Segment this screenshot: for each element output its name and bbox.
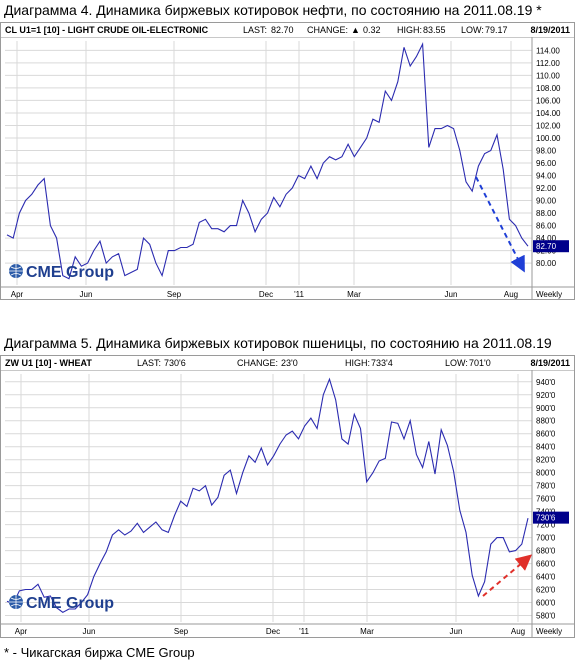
oil-change-value: 0.32 (363, 25, 381, 35)
wheat-last-label: LAST: (137, 358, 162, 368)
wheat-chart-panel: ZW U1 [10] - WHEAT LAST: 730'6 CHANGE: 2… (0, 355, 575, 638)
oil-ytick-label: 102.00 (536, 121, 561, 130)
oil-xtick-label: Jun (80, 290, 93, 299)
oil-ytick-label: 94.00 (536, 172, 557, 181)
wheat-ytick-label: 920'0 (536, 391, 556, 400)
wheat-ytick-label: 780'0 (536, 482, 556, 491)
oil-ytick-label: 96.00 (536, 159, 557, 168)
wheat-low-label: LOW: (445, 358, 468, 368)
oil-change-arrow-icon: ▲ (351, 25, 360, 35)
wheat-ytick-label: 660'0 (536, 560, 556, 569)
wheat-xtick-label: Mar (360, 627, 374, 636)
footnote: * - Чикагская биржа CME Group (4, 645, 195, 660)
wheat-period-label: Weekly (536, 627, 562, 636)
oil-period-label: Weekly (536, 290, 562, 299)
oil-xtick-label: Jun (445, 290, 458, 299)
oil-ytick-label: 110.00 (536, 71, 560, 80)
oil-ytick-label: 114.00 (536, 46, 560, 55)
oil-xtick-label: Aug (504, 290, 518, 299)
wheat-ytick-label: 840'0 (536, 443, 556, 452)
oil-xtick-label: Apr (11, 290, 24, 299)
oil-ytick-label: 98.00 (536, 146, 557, 155)
oil-low-value: 79.17 (485, 25, 508, 35)
wheat-ytick-label: 820'0 (536, 456, 556, 465)
wheat-ytick-label: 900'0 (536, 404, 556, 413)
wheat-change-value: 23'0 (281, 358, 298, 368)
cme-group-logo: CME Group (9, 264, 114, 281)
wheat-ytick-label: 620'0 (536, 586, 556, 595)
wheat-symbol: ZW U1 [10] - WHEAT (5, 358, 92, 368)
oil-price-chart: 80.0082.0084.0086.0088.0090.0092.0094.00… (1, 37, 574, 299)
oil-high-value: 83.55 (423, 25, 446, 35)
oil-ytick-label: 90.00 (536, 197, 557, 206)
wheat-ytick-label: 640'0 (536, 573, 556, 582)
oil-ytick-label: 84.00 (536, 234, 557, 243)
wheat-last-value: 730'6 (164, 358, 186, 368)
wheat-ytick-label: 800'0 (536, 469, 556, 478)
oil-high-label: HIGH: (397, 25, 423, 35)
wheat-ytick-label: 760'0 (536, 495, 556, 504)
wheat-ytick-label: 580'0 (536, 612, 556, 621)
wheat-ytick-label: 880'0 (536, 417, 556, 426)
wheat-xtick-label: Dec (266, 627, 280, 636)
wheat-xtick-label: Aug (511, 627, 525, 636)
oil-trend-arrow (475, 176, 525, 273)
oil-ytick-label: 80.00 (536, 259, 557, 268)
cme-group-logo: CME Group (9, 595, 114, 612)
oil-ytick-label: 104.00 (536, 109, 561, 118)
logo-text: CME Group (26, 264, 114, 281)
wheat-low-value: 701'0 (469, 358, 491, 368)
oil-last-price-label: 82.70 (536, 242, 557, 251)
oil-symbol: CL U1=1 [10] - LIGHT CRUDE OIL-ELECTRONI… (5, 25, 209, 35)
oil-ytick-label: 86.00 (536, 222, 557, 231)
oil-chart-panel: CL U1=1 [10] - LIGHT CRUDE OIL-ELECTRONI… (0, 22, 575, 300)
wheat-xtick-label: Jun (83, 627, 96, 636)
oil-price-line (6, 42, 529, 280)
wheat-last-price-label: 730'6 (536, 514, 556, 523)
oil-ytick-label: 106.00 (536, 96, 561, 105)
oil-ytick-label: 112.00 (536, 59, 560, 68)
oil-ytick-label: 92.00 (536, 184, 557, 193)
oil-last-value: 82.70 (271, 25, 294, 35)
wheat-ytick-label: 700'0 (536, 534, 556, 543)
oil-xtick-label: Sep (167, 290, 182, 299)
wheat-change-label: CHANGE: (237, 358, 279, 368)
oil-low-label: LOW: (461, 25, 484, 35)
wheat-high-value: 733'4 (371, 358, 393, 368)
wheat-trend-arrow (482, 554, 533, 597)
oil-xtick-label: '11 (294, 290, 304, 299)
oil-last-label: LAST: (243, 25, 268, 35)
wheat-ytick-label: 940'0 (536, 378, 556, 387)
wheat-chart-header: ZW U1 [10] - WHEAT LAST: 730'6 CHANGE: 2… (1, 356, 574, 371)
wheat-xtick-label: '11 (299, 627, 309, 636)
oil-xtick-label: Dec (259, 290, 273, 299)
oil-ytick-label: 100.00 (536, 134, 561, 143)
wheat-ytick-label: 720'0 (536, 521, 556, 530)
logo-text: CME Group (26, 595, 114, 612)
oil-ytick-label: 108.00 (536, 84, 561, 93)
wheat-ytick-label: 600'0 (536, 599, 556, 608)
oil-xtick-label: Mar (347, 290, 361, 299)
wheat-date: 8/19/2011 (530, 358, 570, 368)
oil-chart-header: CL U1=1 [10] - LIGHT CRUDE OIL-ELECTRONI… (1, 23, 574, 38)
oil-ytick-label: 88.00 (536, 209, 557, 218)
wheat-price-line (6, 377, 529, 613)
wheat-price-chart: 580'0 600'0 620'0 640'0 660'0 680'0 700'0 720'0… (1, 370, 574, 637)
wheat-ytick-label: 680'0 (536, 547, 556, 556)
wheat-xtick-label: Apr (15, 627, 28, 636)
wheat-ytick-label: 860'0 (536, 430, 556, 439)
oil-last-price-box (533, 240, 569, 253)
wheat-high-label: HIGH: (345, 358, 371, 368)
wheat-xtick-label: Sep (174, 627, 189, 636)
oil-change-label: CHANGE: (307, 25, 349, 35)
oil-date: 8/19/2011 (530, 25, 570, 35)
wheat-chart-caption: Диаграмма 5. Динамика биржевых котировок… (4, 335, 552, 351)
oil-chart-caption: Диаграмма 4. Динамика биржевых котировок… (4, 2, 542, 18)
wheat-last-price-box (533, 511, 569, 524)
wheat-xtick-label: Jun (450, 627, 463, 636)
